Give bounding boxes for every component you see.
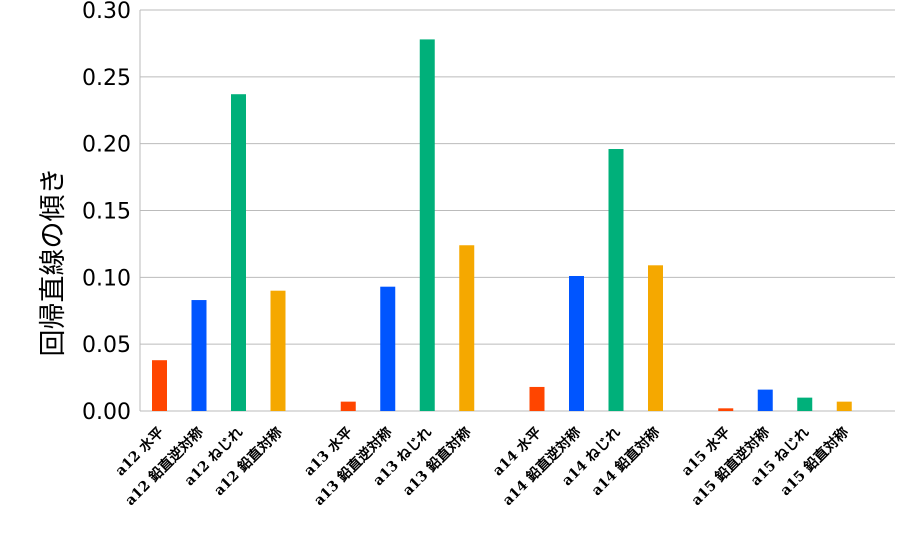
y-tick-label: 0.20 (82, 133, 131, 158)
grid-lines (139, 9, 895, 412)
bar (340, 401, 356, 411)
bar (380, 286, 396, 411)
bar (152, 360, 167, 411)
bar (191, 300, 207, 411)
bar (459, 245, 475, 411)
bar (529, 386, 545, 411)
bar (419, 39, 435, 411)
bar (231, 94, 246, 412)
bar (836, 401, 852, 411)
bar (648, 265, 663, 411)
bar (569, 275, 584, 411)
bar (270, 290, 286, 411)
bar (757, 389, 773, 411)
y-tick-labels: 0.00 0.05 0.10 0.15 0.20 0.25 0.30 (82, 0, 131, 425)
bar (718, 408, 734, 411)
y-tick-label: 0.25 (82, 66, 131, 91)
x-tick-label: a14 鉛直対称 (588, 424, 663, 499)
y-tick-label: 0.00 (82, 400, 131, 425)
bar (797, 397, 813, 411)
y-tick-label: 0.30 (82, 0, 131, 24)
bar (608, 149, 624, 411)
x-tick-label: a15 鉛直対称 (777, 424, 852, 499)
bars (152, 39, 852, 412)
y-axis-label: 回帰直線の傾き (38, 168, 69, 357)
x-tick-label: a13 鉛直対称 (399, 424, 474, 499)
x-tick-label: a12 鉛直対称 (211, 424, 286, 499)
y-tick-label: 0.15 (82, 200, 131, 225)
y-tick-label: 0.10 (82, 266, 131, 291)
y-tick-label: 0.05 (82, 333, 131, 358)
